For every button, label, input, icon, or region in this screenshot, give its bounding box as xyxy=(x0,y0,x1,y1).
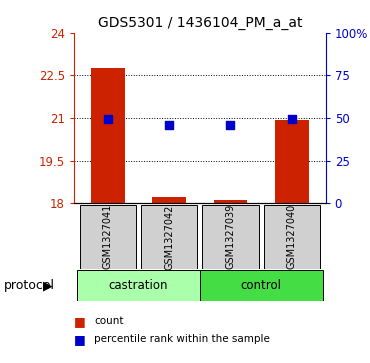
Bar xyxy=(91,68,125,203)
FancyBboxPatch shape xyxy=(263,205,320,269)
Text: ▶: ▶ xyxy=(43,280,53,292)
Bar xyxy=(152,197,186,203)
FancyBboxPatch shape xyxy=(200,270,323,301)
Text: percentile rank within the sample: percentile rank within the sample xyxy=(94,334,270,344)
Text: control: control xyxy=(240,280,282,292)
Text: ■: ■ xyxy=(74,315,86,328)
FancyBboxPatch shape xyxy=(77,270,200,301)
Text: ■: ■ xyxy=(74,333,86,346)
Point xyxy=(105,116,111,122)
Text: protocol: protocol xyxy=(4,280,55,292)
Point xyxy=(289,116,295,122)
Title: GDS5301 / 1436104_PM_a_at: GDS5301 / 1436104_PM_a_at xyxy=(98,16,302,30)
Point xyxy=(228,122,233,127)
FancyBboxPatch shape xyxy=(80,205,136,269)
Text: GSM1327041: GSM1327041 xyxy=(103,204,113,269)
Text: GSM1327039: GSM1327039 xyxy=(225,204,235,269)
FancyBboxPatch shape xyxy=(202,205,259,269)
Bar xyxy=(213,200,248,203)
Text: GSM1327042: GSM1327042 xyxy=(164,204,174,270)
Bar xyxy=(275,120,309,203)
Text: count: count xyxy=(94,316,124,326)
FancyBboxPatch shape xyxy=(141,205,197,269)
Point xyxy=(166,122,172,127)
Text: castration: castration xyxy=(109,280,168,292)
Text: GSM1327040: GSM1327040 xyxy=(287,204,297,269)
